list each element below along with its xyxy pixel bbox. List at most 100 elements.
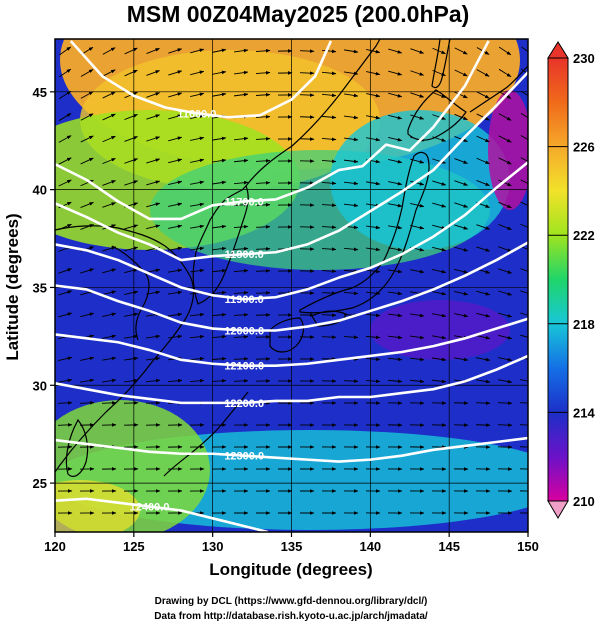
colorbar-bottom-arrow (547, 500, 569, 519)
wind-vector (344, 137, 359, 142)
wind-vector (233, 313, 249, 317)
wind-vector (211, 312, 227, 317)
wind-vector (190, 114, 205, 119)
wind-vector (58, 223, 72, 231)
sea-boundary-coastline (111, 245, 150, 341)
colorbar-tick-label: 210 (573, 494, 595, 509)
colorbar-tick-label: 218 (573, 317, 595, 332)
wind-vector (146, 290, 161, 295)
wind-vector (168, 70, 183, 76)
wind-vector (124, 114, 138, 120)
wind-vector (58, 68, 72, 78)
wind-vector (366, 49, 381, 54)
contour-label: 12300.0 (224, 451, 264, 463)
wind-vector (211, 290, 227, 295)
wind-vector (343, 247, 359, 252)
wind-vector (168, 114, 183, 120)
wind-vector (409, 379, 425, 384)
wind-vector (233, 202, 249, 207)
y-axis-label: Latitude (degrees) (3, 213, 22, 360)
wind-vector (344, 71, 359, 76)
wind-vector (498, 135, 512, 143)
wind-vector (124, 356, 139, 361)
wind-vector (321, 159, 337, 164)
wind-vector (212, 158, 227, 163)
wind-vector (211, 246, 227, 251)
wind-vector (432, 69, 446, 77)
wind-vector (321, 291, 337, 295)
wind-vector (58, 113, 72, 121)
wind-vector (57, 423, 73, 427)
wind-vector (476, 335, 491, 340)
wind-vector (146, 92, 161, 98)
wind-vector (388, 92, 403, 98)
x-tick-label: 150 (517, 539, 539, 554)
x-tick-label: 135 (281, 539, 303, 554)
wind-vector (124, 334, 139, 339)
wind-vector (321, 313, 337, 317)
wind-vector (168, 290, 183, 295)
wind-vector (57, 401, 73, 405)
y-tick-label: 30 (33, 378, 47, 393)
lat-lon-grid (55, 39, 528, 532)
wind-vector (498, 334, 513, 340)
wind-vector (321, 181, 337, 186)
colorbar-top-arrow (547, 41, 569, 59)
wind-vector (168, 202, 183, 207)
wind-vector (476, 113, 490, 121)
wind-vector (233, 335, 249, 339)
wind-vector (410, 225, 425, 230)
y-tick-label: 35 (33, 280, 47, 295)
wind-vector (432, 246, 447, 252)
wind-vector (124, 312, 139, 317)
height-contour (55, 71, 528, 262)
wind-vector (146, 136, 161, 142)
wind-vector (344, 115, 359, 120)
wind-vector (343, 203, 359, 208)
wind-vector (476, 379, 491, 384)
wind-vector (431, 379, 447, 384)
wind-vector (497, 401, 513, 405)
contour-label: 12400.0 (130, 502, 170, 514)
wind-vector (79, 401, 95, 405)
wind-vector (520, 179, 528, 185)
ryukyu-coastline (163, 391, 249, 477)
wind-vector (388, 291, 403, 296)
wind-vector (146, 158, 161, 164)
southwest-yellow-blob (55, 480, 140, 532)
wind-vector (498, 312, 513, 318)
wind-vector (410, 114, 425, 120)
wind-vector (102, 202, 117, 208)
wind-vector (233, 291, 249, 295)
wind-vector (476, 246, 491, 252)
wind-vector (102, 69, 116, 77)
wind-vector (365, 269, 381, 274)
credit-line-2: Data from http://database.rish.kyoto-u.a… (154, 611, 428, 622)
wind-vector (476, 157, 490, 165)
wind-vector (168, 334, 183, 339)
wind-vector (344, 49, 359, 54)
wind-vector (80, 201, 94, 209)
wind-vector (102, 91, 116, 99)
wind-vector (80, 268, 95, 274)
wind-vector (365, 335, 381, 340)
wind-vector (255, 115, 271, 119)
wind-vector (233, 92, 249, 97)
wind-vector (387, 335, 403, 340)
wind-vector (146, 180, 161, 186)
wind-vector (388, 181, 403, 186)
wind-vector (321, 71, 337, 76)
sakhalin-coastline (431, 39, 451, 89)
wind-vector (168, 312, 183, 317)
wind-vector (58, 356, 73, 361)
wind-vector (321, 335, 337, 339)
wind-vector (190, 92, 205, 98)
wind-vector (476, 357, 491, 362)
east-purple-blob (370, 300, 510, 360)
wind-vector (255, 269, 271, 273)
wind-vector (454, 224, 469, 230)
colorbar-tick-label: 222 (573, 228, 595, 243)
wind-vectors (57, 46, 528, 515)
wind-vector (190, 70, 205, 76)
